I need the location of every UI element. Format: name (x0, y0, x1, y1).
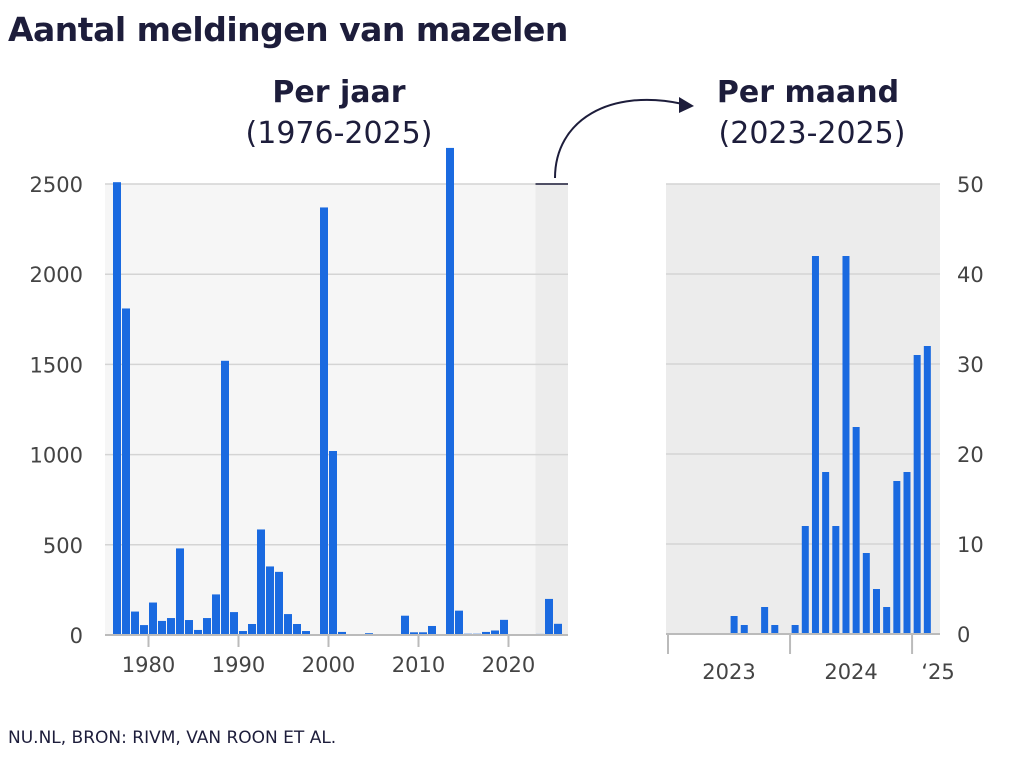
source-note: NU.NL, BRON: RIVM, VAN ROON ET AL. (8, 728, 337, 748)
bar-2024-04 (822, 472, 830, 634)
highlight-band (535, 184, 568, 635)
yearly-chart: 0 500 1000 1500 2000 2500 1980 1990 2000 2010 2020 (30, 147, 568, 677)
x-tick-label: ‘25 (921, 660, 954, 684)
bar-1988 (221, 360, 229, 635)
y-tick-label: 2500 (30, 173, 83, 197)
chart-title: Aantal meldingen van mazelen (8, 10, 568, 49)
bar-2024-09 (872, 589, 880, 634)
bar-1989 (230, 612, 238, 635)
bar-1976 (113, 182, 121, 636)
bar-2024-10 (883, 607, 891, 634)
bar-1991 (248, 623, 256, 635)
bar-1985 (194, 629, 202, 635)
x-tick-label: 2000 (302, 653, 355, 677)
x-tick-label: 2024 (824, 660, 877, 684)
x-tick-label: 1980 (122, 653, 175, 677)
y-tick-label: 500 (43, 534, 83, 558)
bar-1996 (293, 623, 301, 635)
y-tick-label: 0 (70, 624, 83, 648)
monthly-title: Per maand (717, 75, 899, 110)
y-tick-label: 50 (957, 173, 984, 197)
bar-1999 (320, 207, 328, 635)
bar-1995 (284, 614, 292, 635)
bar-2018 (491, 630, 499, 635)
y-tick-label: 10 (957, 533, 984, 557)
y-tick-label: 2000 (30, 263, 83, 287)
monthly-chart: 0 10 20 30 40 50 2023 2024 ‘25 (666, 173, 984, 684)
bar-1994 (275, 571, 283, 635)
bar-2024-07 (852, 427, 860, 634)
x-tick-label: 2023 (702, 660, 755, 684)
bar-2001 (338, 631, 346, 635)
connector-arrow (554, 98, 684, 179)
bar-2024-12 (903, 472, 911, 634)
bar-2025-01 (913, 355, 921, 634)
bar-1983 (176, 548, 184, 635)
bar-2008 (401, 615, 409, 635)
bar-2023-07 (730, 616, 738, 634)
bar-2024-02 (801, 526, 809, 634)
arrowhead-icon (679, 97, 694, 113)
bar-1993 (266, 566, 274, 635)
bar-2011 (428, 625, 436, 635)
bar-1990 (239, 631, 247, 635)
bar-1986 (203, 618, 211, 635)
y-tick-label: 30 (957, 353, 984, 377)
bar-1987 (212, 594, 220, 635)
bar-1982 (167, 618, 175, 635)
bar-2024-06 (842, 256, 850, 634)
x-tick-label: 2020 (482, 653, 535, 677)
bar-2010 (419, 632, 427, 635)
y-tick-label: 20 (957, 443, 984, 467)
bar-2024-11 (893, 481, 901, 634)
bar-2024 (545, 598, 553, 635)
bar-1997 (302, 631, 310, 635)
bar-1979 (140, 625, 148, 635)
bar-1984 (185, 620, 193, 635)
bar-1981 (158, 620, 166, 635)
x-tick-label: 2010 (392, 653, 445, 677)
y-tick-label: 0 (957, 623, 970, 647)
bar-2009 (410, 632, 418, 635)
y-tick-label: 1000 (30, 444, 83, 468)
yearly-subtitle: (1976-2025) (246, 116, 433, 151)
bar-1977 (122, 308, 130, 635)
bar-1992 (257, 529, 265, 635)
bar-2000 (329, 450, 337, 635)
bar-2024-08 (862, 553, 870, 634)
y-tick-label: 40 (957, 263, 984, 287)
bar-2025 (554, 623, 562, 635)
yearly-title: Per jaar (272, 75, 405, 110)
x-tick-label: 1990 (212, 653, 265, 677)
bar-2023-08 (740, 625, 748, 634)
bar-2014 (455, 610, 463, 635)
monthly-subtitle: (2023-2025) (719, 116, 906, 151)
bar-2024-05 (832, 526, 840, 634)
y-tick-label: 1500 (30, 353, 83, 377)
bar-2013 (446, 147, 454, 636)
bar-1980 (149, 602, 157, 635)
bar-1978 (131, 611, 139, 635)
bar-2024-03 (811, 256, 819, 634)
bar-2025-02 (923, 346, 931, 634)
bar-2023-10 (761, 607, 769, 634)
bar-2019 (500, 619, 508, 635)
bar-2024-01 (791, 625, 799, 634)
bar-2017 (482, 631, 490, 635)
bar-2023-11 (771, 625, 779, 634)
